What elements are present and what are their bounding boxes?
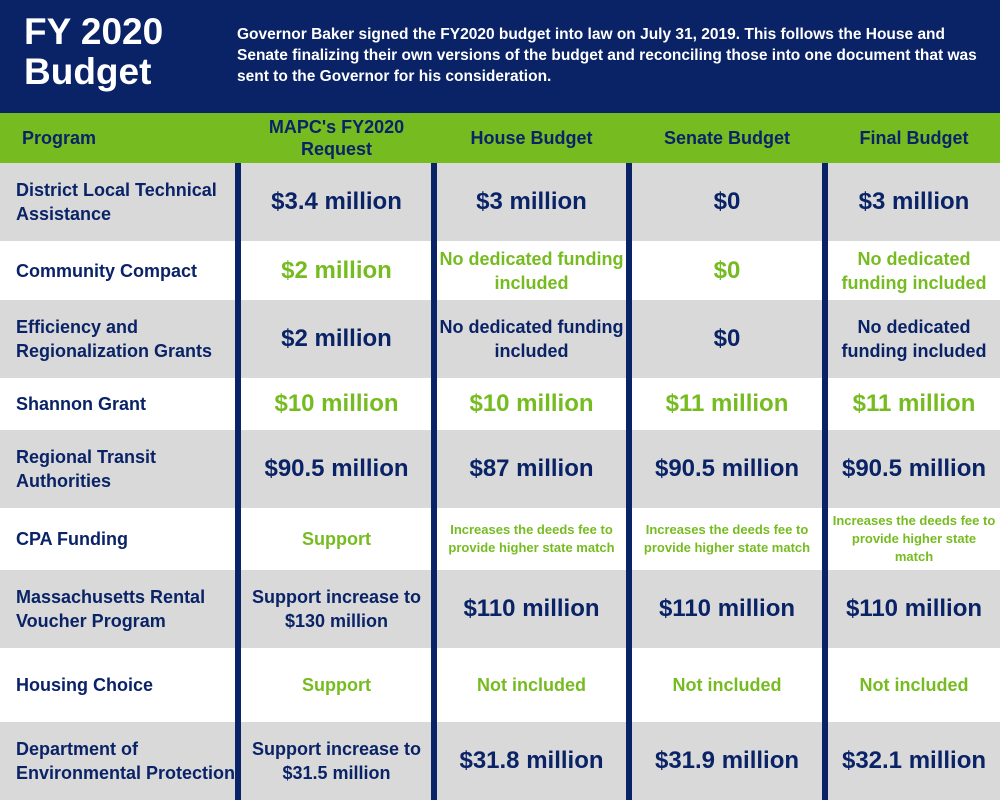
house-cell: Increases the deeds fee to provide highe… (448, 522, 615, 555)
column-divider (626, 163, 632, 800)
senate-cell: $0 (713, 188, 741, 215)
program-cell: Massachusetts Rental Voucher Program (16, 587, 206, 631)
house-cell: $110 million (463, 595, 600, 622)
final-cell: Increases the deeds fee to provide highe… (832, 513, 996, 564)
request-cell: Support increase to $31.5 million (251, 739, 422, 783)
page-header: FY 2020 Budget Governor Baker signed the… (0, 0, 1000, 113)
program-cell: Department of Environmental Protection (16, 739, 236, 783)
final-cell: $32.1 million (841, 747, 987, 774)
final-cell: $3 million (858, 188, 970, 215)
page-title: FY 2020 Budget (24, 12, 163, 92)
senate-cell: $11 million (665, 390, 789, 417)
program-cell: CPA Funding (16, 529, 128, 549)
budget-table: District Local Technical Assistance $3.4… (0, 163, 1000, 800)
column-divider (235, 163, 241, 800)
final-cell: No dedicated funding included (841, 317, 987, 361)
request-cell: Support (302, 675, 371, 695)
house-cell: $3 million (476, 188, 587, 215)
final-cell: Not included (859, 675, 969, 695)
table-row: CPA Funding Support Increases the deeds … (0, 508, 1000, 570)
request-cell: Support increase to $130 million (251, 587, 422, 631)
house-cell: $10 million (469, 390, 594, 417)
request-cell: $2 million (281, 325, 392, 352)
request-cell: $3.4 million (271, 188, 402, 215)
request-cell: $10 million (274, 390, 399, 417)
header-request-line-1: MAPC's FY2020 (268, 117, 405, 137)
senate-cell: Not included (672, 675, 782, 695)
column-divider (822, 163, 828, 800)
header-request: MAPC's FY2020 Request (241, 113, 432, 163)
program-cell: District Local Technical Assistance (16, 180, 217, 224)
house-cell: $31.8 million (459, 747, 604, 774)
senate-cell: $0 (713, 325, 741, 352)
program-cell: Regional Transit Authorities (16, 447, 157, 491)
program-cell: Community Compact (16, 260, 198, 281)
house-cell: No dedicated funding included (439, 248, 624, 293)
title-line-2: Budget (24, 51, 152, 92)
final-cell: No dedicated funding included (841, 248, 987, 293)
table-row: Massachusetts Rental Voucher Program Sup… (0, 570, 1000, 648)
program-cell: Efficiency and Regionalization Grants (16, 317, 213, 361)
table-row: Housing Choice Support Not included Not … (0, 648, 1000, 722)
senate-cell: $110 million (658, 595, 796, 622)
title-line-1: FY 2020 (24, 11, 164, 52)
header-final: Final Budget (859, 128, 969, 148)
house-cell: No dedicated funding included (439, 317, 624, 361)
table-row: Efficiency and Regionalization Grants $2… (0, 300, 1000, 378)
table-row: Department of Environmental Protection S… (0, 722, 1000, 800)
header-house: House Budget (470, 128, 593, 148)
table-row: Shannon Grant $10 million $10 million $1… (0, 378, 1000, 430)
senate-cell: $31.9 million (654, 747, 800, 774)
house-cell: $87 million (469, 455, 594, 482)
senate-cell: $90.5 million (654, 455, 800, 482)
table-row: District Local Technical Assistance $3.4… (0, 163, 1000, 241)
house-cell: Not included (477, 675, 586, 695)
final-cell: $110 million (845, 595, 983, 622)
column-header-row: Program MAPC's FY2020 Request House Budg… (0, 113, 1000, 163)
final-cell: $90.5 million (841, 455, 987, 482)
senate-cell: $0 (713, 256, 741, 284)
header-program: Program (22, 128, 97, 148)
final-cell: $11 million (852, 390, 976, 417)
senate-cell: Increases the deeds fee to provide highe… (643, 522, 811, 555)
request-cell: $2 million (281, 256, 392, 284)
header-senate: Senate Budget (663, 128, 791, 148)
table-row: Community Compact $2 million No dedicate… (0, 241, 1000, 300)
request-cell: Support (302, 529, 371, 549)
program-cell: Housing Choice (16, 675, 154, 695)
column-divider (431, 163, 437, 800)
intro-text: Governor Baker signed the FY2020 budget … (237, 26, 977, 85)
program-cell: Shannon Grant (16, 394, 146, 414)
table-row: Regional Transit Authorities $90.5 milli… (0, 430, 1000, 508)
request-cell: $90.5 million (264, 455, 409, 482)
header-request-line-2: Request (300, 139, 372, 159)
